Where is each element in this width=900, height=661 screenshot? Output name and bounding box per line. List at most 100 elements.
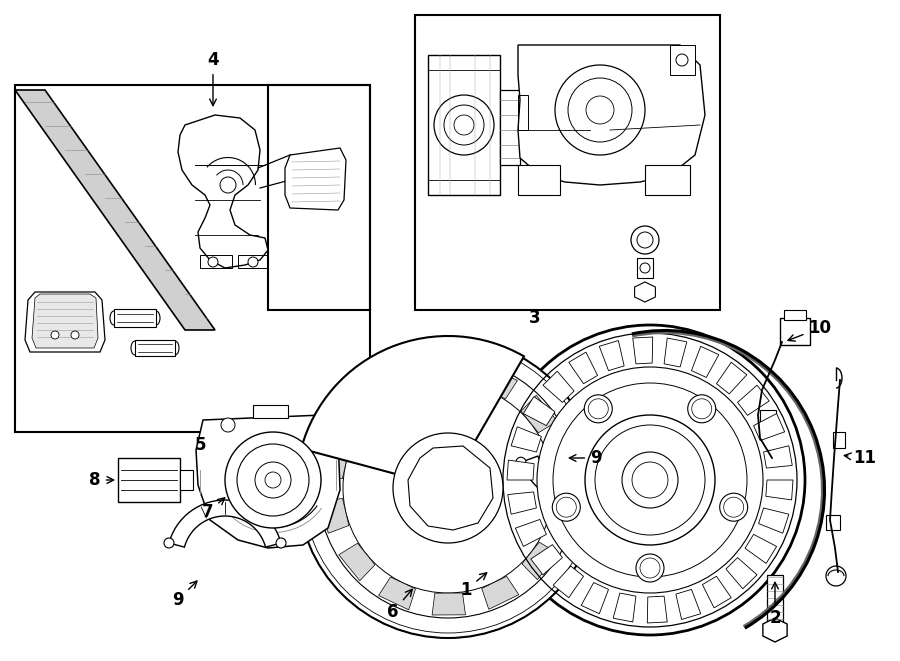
- Bar: [760, 410, 776, 425]
- Text: 9: 9: [570, 449, 602, 467]
- Bar: [826, 515, 840, 530]
- Circle shape: [584, 395, 612, 423]
- Polygon shape: [521, 449, 645, 505]
- Polygon shape: [522, 542, 558, 580]
- Polygon shape: [196, 415, 340, 548]
- Polygon shape: [753, 414, 785, 441]
- Polygon shape: [481, 366, 518, 399]
- Text: 8: 8: [89, 471, 113, 489]
- Polygon shape: [114, 309, 156, 327]
- Circle shape: [495, 325, 805, 635]
- Circle shape: [225, 432, 321, 528]
- Circle shape: [585, 415, 715, 545]
- Polygon shape: [379, 577, 416, 610]
- Bar: [268, 85, 370, 310]
- Bar: [518, 95, 528, 130]
- Polygon shape: [430, 361, 464, 383]
- Circle shape: [641, 449, 651, 459]
- Polygon shape: [531, 545, 562, 575]
- Polygon shape: [726, 558, 757, 589]
- Polygon shape: [320, 498, 349, 533]
- Polygon shape: [285, 148, 346, 210]
- Polygon shape: [516, 520, 546, 547]
- Polygon shape: [118, 458, 180, 502]
- Polygon shape: [135, 340, 175, 356]
- Polygon shape: [738, 385, 770, 415]
- Circle shape: [208, 257, 218, 267]
- Polygon shape: [320, 444, 348, 479]
- Bar: [670, 45, 695, 75]
- Circle shape: [221, 418, 235, 432]
- Circle shape: [688, 395, 716, 423]
- Polygon shape: [547, 497, 575, 532]
- Polygon shape: [676, 590, 701, 619]
- Circle shape: [434, 95, 494, 155]
- Polygon shape: [547, 443, 575, 477]
- Polygon shape: [766, 480, 793, 500]
- Polygon shape: [554, 566, 583, 598]
- Polygon shape: [691, 346, 719, 377]
- Circle shape: [826, 566, 846, 586]
- Circle shape: [636, 554, 664, 582]
- Polygon shape: [702, 576, 731, 608]
- Polygon shape: [178, 115, 268, 268]
- Text: 4: 4: [207, 51, 219, 106]
- Bar: [15, 85, 370, 432]
- Text: 11: 11: [844, 449, 877, 467]
- Polygon shape: [763, 618, 788, 642]
- Polygon shape: [647, 596, 667, 623]
- Polygon shape: [521, 395, 557, 433]
- Text: 9: 9: [172, 581, 197, 609]
- Polygon shape: [599, 340, 624, 371]
- Polygon shape: [569, 352, 598, 384]
- Bar: [784, 310, 806, 320]
- Circle shape: [555, 65, 645, 155]
- Text: 2: 2: [770, 582, 781, 627]
- Polygon shape: [482, 576, 518, 609]
- Polygon shape: [511, 427, 542, 452]
- Polygon shape: [32, 294, 98, 348]
- Circle shape: [553, 493, 580, 521]
- Bar: [238, 255, 268, 268]
- Bar: [637, 258, 653, 278]
- Bar: [768, 450, 782, 465]
- Polygon shape: [664, 338, 687, 367]
- Wedge shape: [302, 336, 524, 488]
- Polygon shape: [524, 397, 555, 426]
- Polygon shape: [613, 593, 636, 622]
- Bar: [415, 15, 720, 310]
- Polygon shape: [581, 582, 608, 613]
- Polygon shape: [716, 362, 747, 394]
- Circle shape: [248, 257, 258, 267]
- Text: 6: 6: [387, 590, 412, 621]
- Bar: [518, 165, 560, 195]
- Bar: [200, 255, 232, 268]
- Circle shape: [720, 493, 748, 521]
- Circle shape: [516, 457, 526, 467]
- Bar: [428, 55, 500, 195]
- Polygon shape: [759, 508, 788, 533]
- Bar: [833, 432, 845, 448]
- Bar: [180, 470, 193, 490]
- Circle shape: [622, 452, 678, 508]
- Bar: [500, 90, 520, 165]
- Polygon shape: [745, 534, 777, 563]
- Polygon shape: [15, 90, 215, 330]
- Circle shape: [71, 331, 79, 339]
- Text: 5: 5: [194, 436, 206, 454]
- Text: 10: 10: [788, 319, 832, 341]
- Polygon shape: [763, 446, 792, 468]
- Circle shape: [553, 383, 747, 577]
- Polygon shape: [633, 337, 652, 364]
- Text: 1: 1: [460, 573, 487, 599]
- Circle shape: [393, 433, 503, 543]
- Bar: [767, 575, 783, 630]
- Polygon shape: [408, 446, 493, 530]
- Polygon shape: [432, 593, 465, 615]
- Polygon shape: [634, 282, 655, 302]
- Polygon shape: [169, 500, 281, 547]
- Polygon shape: [508, 492, 536, 514]
- Polygon shape: [25, 292, 105, 352]
- Polygon shape: [507, 460, 534, 480]
- Polygon shape: [377, 367, 414, 400]
